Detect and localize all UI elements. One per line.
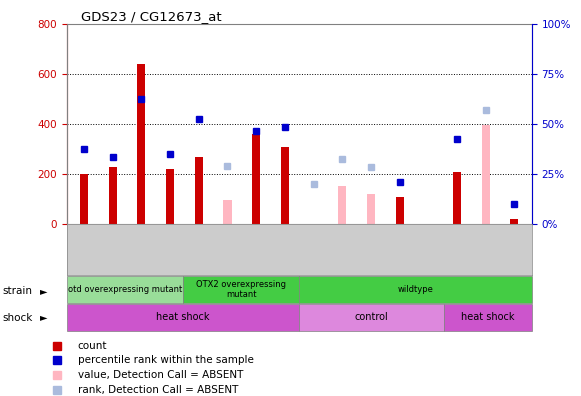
Bar	[367, 194, 375, 224]
Bar	[281, 147, 289, 224]
Bar	[195, 158, 203, 224]
Text: heat shock: heat shock	[156, 312, 210, 322]
Bar	[453, 173, 461, 224]
Bar	[137, 64, 145, 224]
Text: shock: shock	[3, 312, 33, 323]
Bar	[299, 276, 532, 303]
Bar	[109, 168, 117, 224]
Text: rank, Detection Call = ABSENT: rank, Detection Call = ABSENT	[78, 385, 238, 395]
Bar	[166, 169, 174, 224]
Bar	[482, 125, 490, 224]
Bar	[338, 186, 346, 224]
Bar	[67, 24, 532, 224]
Text: OTX2 overexpressing
mutant: OTX2 overexpressing mutant	[196, 280, 286, 299]
Text: value, Detection Call = ABSENT: value, Detection Call = ABSENT	[78, 369, 243, 379]
Bar	[67, 304, 299, 331]
Text: wildtype: wildtype	[397, 285, 433, 294]
Bar	[183, 276, 299, 303]
Bar	[510, 219, 518, 224]
Text: ►: ►	[40, 286, 47, 296]
Bar	[299, 304, 444, 331]
Text: GDS23 / CG12673_at: GDS23 / CG12673_at	[81, 10, 221, 23]
Bar	[80, 174, 88, 224]
Text: otd overexpressing mutant: otd overexpressing mutant	[68, 285, 182, 294]
Bar	[444, 304, 532, 331]
Text: ►: ►	[40, 312, 47, 323]
Bar	[67, 276, 183, 303]
Text: count: count	[78, 341, 107, 351]
Text: percentile rank within the sample: percentile rank within the sample	[78, 355, 254, 366]
Text: control: control	[355, 312, 389, 322]
Bar	[224, 200, 231, 224]
Bar	[252, 134, 260, 224]
Text: strain: strain	[3, 286, 33, 296]
Text: heat shock: heat shock	[461, 312, 515, 322]
Bar	[396, 198, 404, 224]
